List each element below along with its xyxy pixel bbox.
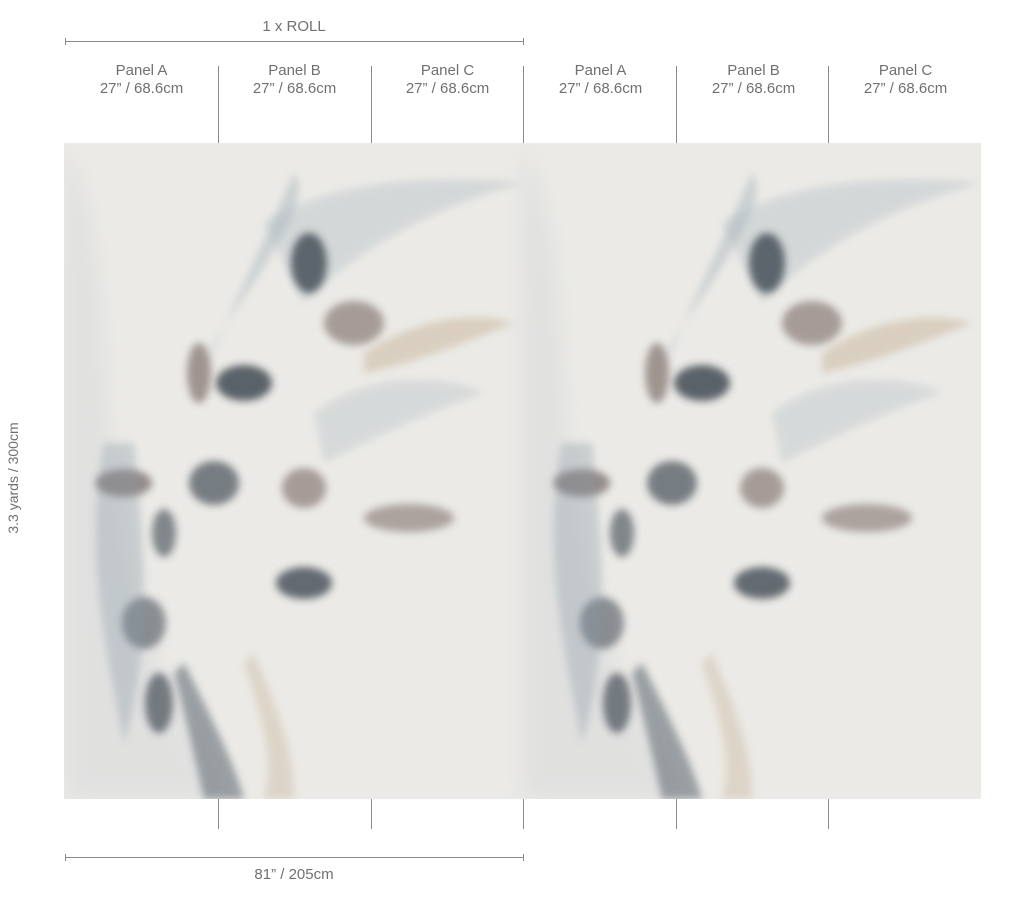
height-label: 3.3 yards / 300cm xyxy=(5,422,21,534)
panel-label: Panel C 27” / 68.6cm xyxy=(405,62,490,97)
panel-divider-bottom xyxy=(218,799,219,829)
panel-divider-bottom xyxy=(371,799,372,829)
roll-label: 1 x ROLL xyxy=(262,18,326,35)
panel-label: Panel C 27” / 68.6cm xyxy=(863,62,948,97)
panel-divider-bottom xyxy=(676,799,677,829)
floral-pattern xyxy=(64,143,981,799)
width-line-cap xyxy=(65,854,66,861)
total-width-dimension-line xyxy=(65,857,524,858)
panel-divider-top xyxy=(218,66,219,143)
panel-divider-bottom xyxy=(828,799,829,829)
panel-label: Panel A 27” / 68.6cm xyxy=(558,62,643,97)
panel-divider-top xyxy=(371,66,372,143)
panel-divider-bottom xyxy=(523,799,524,829)
wallpaper-mural-image xyxy=(64,143,981,799)
panel-label: Panel B 27” / 68.6cm xyxy=(252,62,337,97)
roll-line-cap xyxy=(65,38,66,45)
width-line-cap xyxy=(523,854,524,861)
roll-line-cap xyxy=(523,38,524,45)
panel-label: Panel A 27” / 68.6cm xyxy=(99,62,184,97)
panel-divider-top xyxy=(828,66,829,143)
total-width-label: 81” / 205cm xyxy=(254,866,334,883)
roll-dimension-line xyxy=(65,41,524,42)
panel-divider-top xyxy=(523,66,524,143)
panel-label: Panel B 27” / 68.6cm xyxy=(711,62,796,97)
panel-divider-top xyxy=(676,66,677,143)
